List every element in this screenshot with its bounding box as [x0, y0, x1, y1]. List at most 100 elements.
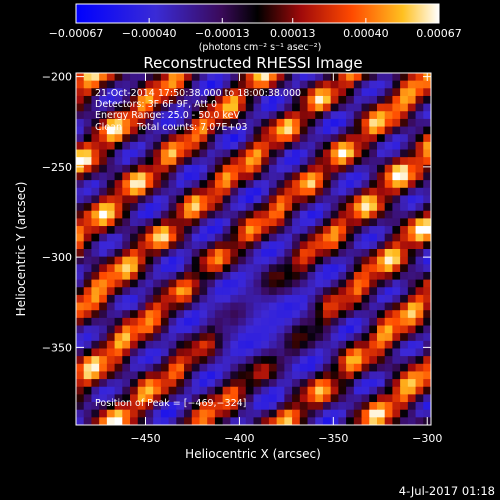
- heatmap-cell: [253, 73, 262, 82]
- heatmap-cell: [76, 356, 85, 365]
- heatmap-cell: [384, 348, 394, 357]
- heatmap-cell: [338, 226, 347, 235]
- heatmap-cell: [384, 164, 394, 174]
- heatmap-cell: [415, 264, 424, 273]
- heatmap-cell: [407, 118, 417, 128]
- heatmap-cell: [361, 310, 370, 319]
- heatmap-cell: [346, 210, 355, 219]
- heatmap-cell: [91, 333, 100, 342]
- heatmap-cell: [276, 164, 285, 174]
- heatmap-cell: [361, 226, 370, 235]
- heatmap-cell: [400, 340, 409, 350]
- heatmap-cell: [400, 264, 409, 273]
- heatmap-cell: [361, 73, 370, 82]
- heatmap-cell: [292, 386, 301, 395]
- heatmap-cell: [307, 210, 316, 219]
- heatmap-cell: [160, 363, 170, 373]
- heatmap-cell: [384, 271, 394, 281]
- heatmap-cell: [338, 340, 347, 350]
- heatmap-cell: [253, 379, 262, 388]
- heatmap-cell: [76, 386, 85, 395]
- heatmap-cell: [315, 149, 324, 158]
- heatmap-cell: [130, 203, 139, 212]
- heatmap-cell: [122, 310, 131, 319]
- heatmap-cell: [376, 333, 386, 342]
- heatmap-cell: [322, 379, 332, 388]
- heatmap-cell: [369, 210, 378, 219]
- heatmap-cell: [307, 226, 316, 235]
- heatmap-cell: [361, 187, 370, 197]
- x-tick-label-3: −300: [412, 432, 442, 445]
- heatmap-cell: [130, 256, 139, 265]
- heatmap-cell: [353, 409, 363, 418]
- colorbar-tick-label-5: 0.00067: [416, 27, 462, 40]
- heatmap-cell: [261, 157, 270, 166]
- heatmap-cell: [207, 379, 216, 388]
- heatmap-cell: [322, 233, 332, 242]
- heatmap-cell: [238, 249, 247, 258]
- heatmap-cell: [114, 210, 123, 219]
- heatmap-cell: [353, 302, 363, 311]
- heatmap-cell: [76, 241, 85, 250]
- heatmap-cell: [230, 302, 239, 311]
- heatmap-cell: [76, 394, 85, 403]
- heatmap-cell: [184, 126, 193, 135]
- heatmap-cell: [191, 203, 201, 212]
- heatmap-cell: [168, 302, 177, 311]
- heatmap-cell: [191, 279, 201, 288]
- heatmap-cell: [191, 294, 201, 304]
- heatmap-cell: [245, 394, 255, 403]
- heatmap-cell: [299, 394, 309, 403]
- heatmap-cell: [415, 134, 424, 143]
- heatmap-cell: [99, 356, 108, 365]
- heatmap-cell: [207, 164, 216, 174]
- heatmap-cell: [222, 402, 231, 411]
- heatmap-cell: [214, 287, 224, 296]
- heatmap-cell: [353, 180, 363, 189]
- heatmap-cell: [145, 157, 154, 166]
- heatmap-cell: [346, 141, 355, 151]
- heatmap-cell: [145, 325, 154, 334]
- heatmap-cell: [99, 73, 108, 82]
- heatmap-cell: [176, 149, 185, 158]
- heatmap-cell: [160, 317, 170, 327]
- heatmap-cell: [384, 249, 394, 258]
- heatmap-cell: [137, 95, 147, 105]
- heatmap-cell: [253, 203, 262, 212]
- heatmap-cell: [122, 348, 131, 357]
- heatmap-cell: [137, 118, 147, 128]
- heatmap-cell: [145, 195, 154, 204]
- heatmap-cell: [284, 88, 293, 97]
- heatmap-cell: [160, 157, 170, 166]
- heatmap-cell: [191, 310, 201, 319]
- heatmap-cell: [207, 226, 216, 235]
- heatmap-cell: [369, 203, 378, 212]
- heatmap-cell: [168, 172, 177, 181]
- heatmap-cell: [99, 118, 108, 128]
- heatmap-cell: [307, 126, 316, 135]
- heatmap-cell: [214, 333, 224, 342]
- heatmap-cell: [114, 417, 123, 425]
- heatmap-cell: [284, 134, 293, 143]
- heatmap-cell: [99, 233, 108, 242]
- heatmap-cell: [191, 363, 201, 373]
- heatmap-cell: [376, 264, 386, 273]
- heatmap-cell: [245, 180, 255, 189]
- heatmap-cell: [230, 256, 239, 265]
- heatmap-cell: [184, 409, 193, 418]
- heatmap-cell: [415, 371, 424, 380]
- heatmap-cell: [423, 264, 431, 273]
- heatmap-cell: [168, 80, 177, 89]
- heatmap-cell: [346, 333, 355, 342]
- heatmap-cell: [160, 180, 170, 189]
- heatmap-cell: [76, 149, 85, 158]
- heatmap-cell: [346, 356, 355, 365]
- heatmap-cell: [292, 195, 301, 204]
- heatmap-cell: [207, 172, 216, 181]
- heatmap-cell: [253, 195, 262, 204]
- heatmap-cell: [214, 371, 224, 380]
- heatmap-cell: [245, 402, 255, 411]
- heatmap-cell: [346, 126, 355, 135]
- heatmap-cell: [376, 195, 386, 204]
- heatmap-cell: [176, 310, 185, 319]
